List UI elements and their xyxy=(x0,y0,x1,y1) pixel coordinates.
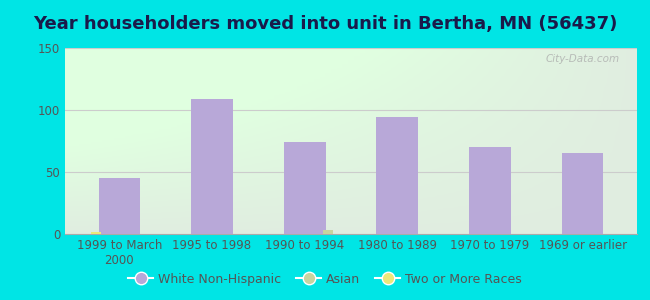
Bar xyxy=(284,142,326,234)
Bar xyxy=(376,117,418,234)
Text: Year householders moved into unit in Bertha, MN (56437): Year householders moved into unit in Ber… xyxy=(32,15,617,33)
Bar xyxy=(562,153,603,234)
Bar xyxy=(469,147,511,234)
Bar xyxy=(323,230,333,234)
Legend: White Non-Hispanic, Asian, Two or More Races: White Non-Hispanic, Asian, Two or More R… xyxy=(123,268,527,291)
Bar xyxy=(99,178,140,234)
Bar xyxy=(191,99,233,234)
Text: City-Data.com: City-Data.com xyxy=(546,54,620,64)
Bar xyxy=(91,232,101,234)
